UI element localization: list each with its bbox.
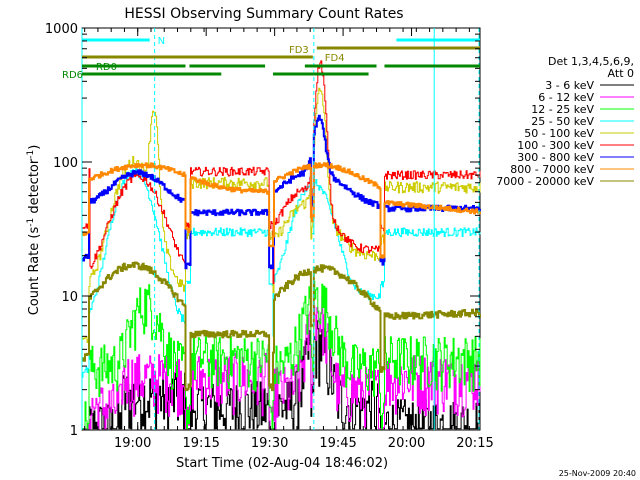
legend-label: 7000 - 20000 keV bbox=[496, 175, 594, 188]
timestamp: 25-Nov-2009 20:40 bbox=[559, 469, 636, 478]
series-7000-20000 bbox=[82, 261, 481, 392]
flag-label-n: N bbox=[158, 36, 165, 47]
x-tick-label: 19:30 bbox=[251, 436, 288, 451]
axis-layer: 1 10 100 1000 19:00 19:15 19:30 19:45 20:00 20:15 bbox=[45, 22, 494, 451]
x-tick-label: 20:00 bbox=[388, 436, 425, 451]
legend-label: 800 - 7000 keV bbox=[510, 163, 594, 176]
series-50-100 bbox=[82, 87, 481, 343]
chart-title: HESSI Observing Summary Count Rates bbox=[124, 6, 403, 22]
y-axis-label: Count Rate (s-1 detector-1) bbox=[26, 145, 42, 316]
flag-label-rd6: RD6 bbox=[62, 70, 83, 81]
series-25-50 bbox=[82, 166, 481, 378]
legend-label: 3 - 6 keV bbox=[545, 79, 594, 92]
legend-label: 25 - 50 keV bbox=[531, 115, 594, 128]
flag-label-fd4: FD4 bbox=[325, 53, 345, 64]
legend-label: 6 - 12 keV bbox=[538, 91, 594, 104]
y-tick-label: 100 bbox=[53, 156, 78, 171]
x-axis-label: Start Time (02-Aug-04 18:46:02) bbox=[176, 456, 388, 471]
flags-layer: N FD3 FD4 RD0 RD6 bbox=[62, 28, 480, 430]
flag-label-rd0: RD0 bbox=[96, 62, 117, 73]
series-800-7000 bbox=[82, 162, 481, 259]
legend-header-1: Det 1,3,4,5,6,9, bbox=[548, 55, 634, 68]
y-tick-label: 1000 bbox=[45, 22, 78, 37]
legend-header-2: Att 0 bbox=[608, 67, 634, 80]
legend-label: 100 - 300 keV bbox=[517, 139, 594, 152]
series-100-300 bbox=[82, 60, 481, 285]
y-tick-label: 10 bbox=[61, 290, 78, 305]
x-tick-label: 19:45 bbox=[319, 436, 356, 451]
y-tick-label: 1 bbox=[70, 424, 78, 439]
series-12-25 bbox=[82, 280, 481, 430]
flag-label-fd3: FD3 bbox=[289, 45, 309, 56]
x-tick-label: 19:15 bbox=[182, 436, 219, 451]
x-tick-label: 19:00 bbox=[114, 436, 151, 451]
series-3-6 bbox=[82, 320, 481, 430]
legend-label: 12 - 25 keV bbox=[531, 103, 594, 116]
series-layer bbox=[82, 60, 481, 430]
legend-label: 50 - 100 keV bbox=[524, 127, 594, 140]
x-tick-label: 20:15 bbox=[456, 436, 493, 451]
legend-label: 300 - 800 keV bbox=[517, 151, 594, 164]
